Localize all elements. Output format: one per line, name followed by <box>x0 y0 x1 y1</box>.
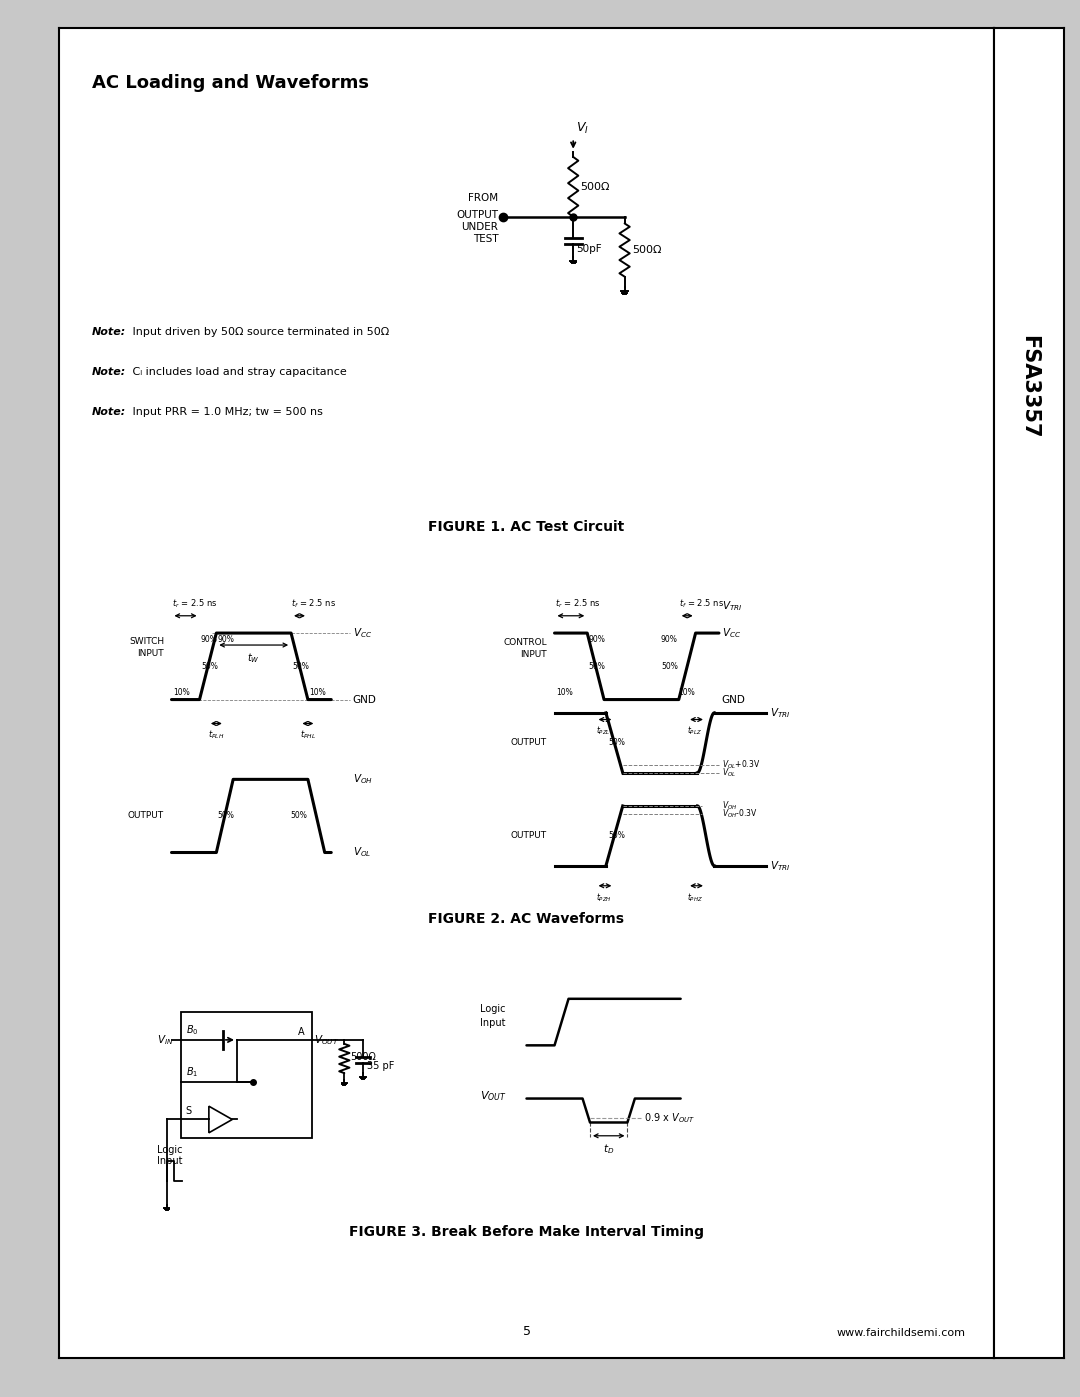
Text: GND: GND <box>353 694 377 704</box>
Text: 0.9 x $V_{OUT}$: 0.9 x $V_{OUT}$ <box>644 1112 696 1126</box>
Text: 90%: 90% <box>201 636 218 644</box>
Text: Note:: Note: <box>92 407 126 416</box>
Text: 50%: 50% <box>589 662 606 671</box>
Text: OUTPUT: OUTPUT <box>457 211 499 221</box>
Text: $t_D$: $t_D$ <box>603 1143 615 1157</box>
Text: OUTPUT: OUTPUT <box>511 738 548 747</box>
Text: $t_{PLZ}$: $t_{PLZ}$ <box>687 725 702 738</box>
Text: FIGURE 3. Break Before Make Interval Timing: FIGURE 3. Break Before Make Interval Tim… <box>349 1225 704 1239</box>
Text: $V_{IN}$: $V_{IN}$ <box>158 1032 174 1046</box>
Text: 90%: 90% <box>589 636 606 644</box>
Text: 50pF: 50pF <box>576 243 602 254</box>
Text: $V_{OH}$: $V_{OH}$ <box>353 773 373 787</box>
Text: FROM: FROM <box>469 194 499 204</box>
Text: $V_{CC}$: $V_{CC}$ <box>353 626 372 640</box>
Text: $t_{PZL}$: $t_{PZL}$ <box>596 725 610 738</box>
Text: $V_{OUT}$: $V_{OUT}$ <box>314 1032 339 1046</box>
Text: 10%: 10% <box>309 689 326 697</box>
Text: 500Ω: 500Ω <box>350 1052 376 1062</box>
Text: OUTPUT: OUTPUT <box>127 812 164 820</box>
Text: $V_{OL}$: $V_{OL}$ <box>353 845 372 859</box>
Text: $t_r$ = 2.5 ns: $t_r$ = 2.5 ns <box>172 598 217 610</box>
Text: 90%: 90% <box>218 636 234 644</box>
Text: $t_{PZH}$: $t_{PZH}$ <box>596 891 611 904</box>
Text: FSA3357: FSA3357 <box>1018 335 1039 439</box>
Text: FIGURE 2. AC Waveforms: FIGURE 2. AC Waveforms <box>429 912 624 926</box>
Text: INPUT: INPUT <box>137 648 164 658</box>
Text: 50%: 50% <box>201 662 218 671</box>
Text: 50%: 50% <box>609 831 625 841</box>
Text: 10%: 10% <box>678 689 694 697</box>
Text: $B_0$: $B_0$ <box>186 1023 198 1037</box>
Text: $V_{TRI}$: $V_{TRI}$ <box>721 599 742 613</box>
Text: FIGURE 1. AC Test Circuit: FIGURE 1. AC Test Circuit <box>429 520 624 534</box>
Text: Cₗ includes load and stray capacitance: Cₗ includes load and stray capacitance <box>130 367 347 377</box>
Text: INPUT: INPUT <box>521 650 548 659</box>
Text: Input: Input <box>158 1155 183 1165</box>
Text: Input PRR = 1.0 MHz; tᴡ = 500 ns: Input PRR = 1.0 MHz; tᴡ = 500 ns <box>130 407 323 416</box>
Text: 50%: 50% <box>609 738 625 747</box>
Text: GND: GND <box>721 694 745 704</box>
Text: $V_{OH}$: $V_{OH}$ <box>721 799 737 812</box>
Text: $t_{PLH}$: $t_{PLH}$ <box>208 729 225 742</box>
Text: 500Ω: 500Ω <box>632 244 662 256</box>
Text: 5: 5 <box>523 1324 530 1338</box>
Text: 10%: 10% <box>173 689 190 697</box>
Text: A: A <box>298 1027 305 1037</box>
Text: 50%: 50% <box>218 812 234 820</box>
Text: AC Loading and Waveforms: AC Loading and Waveforms <box>92 74 369 92</box>
Text: $t_r$ = 2.5 ns: $t_r$ = 2.5 ns <box>554 598 600 610</box>
Text: $t_{PHZ}$: $t_{PHZ}$ <box>687 891 703 904</box>
Text: $V_{CC}$: $V_{CC}$ <box>721 626 741 640</box>
Text: 10%: 10% <box>556 689 572 697</box>
Text: $V_{TRI}$: $V_{TRI}$ <box>770 705 791 719</box>
Text: $t_W$: $t_W$ <box>247 651 260 665</box>
Text: $V_{OH}$-0.3V: $V_{OH}$-0.3V <box>721 807 757 820</box>
Text: Logic: Logic <box>480 1004 505 1014</box>
Text: $V_I$: $V_I$ <box>576 122 589 137</box>
Text: 50%: 50% <box>291 812 307 820</box>
Text: Note:: Note: <box>92 327 126 337</box>
Text: $B_1$: $B_1$ <box>186 1065 198 1078</box>
Text: $t_f$ = 2.5 ns: $t_f$ = 2.5 ns <box>292 598 336 610</box>
Text: TEST: TEST <box>473 235 499 244</box>
Text: $V_{OL}$: $V_{OL}$ <box>721 767 735 780</box>
Text: CONTROL: CONTROL <box>503 638 548 647</box>
Text: OUTPUT: OUTPUT <box>511 831 548 841</box>
Text: $V_{OL}$+0.3V: $V_{OL}$+0.3V <box>721 759 760 771</box>
Text: SWITCH: SWITCH <box>129 637 164 645</box>
Text: www.fairchildsemi.com: www.fairchildsemi.com <box>837 1329 966 1338</box>
Text: $t_f$ = 2.5 ns: $t_f$ = 2.5 ns <box>678 598 724 610</box>
Text: S: S <box>186 1106 191 1116</box>
FancyBboxPatch shape <box>180 1011 312 1139</box>
Text: $V_{TRI}$: $V_{TRI}$ <box>770 859 791 873</box>
Text: 50%: 50% <box>661 662 678 671</box>
Text: 50%: 50% <box>293 662 309 671</box>
Text: Input: Input <box>480 1018 505 1028</box>
Text: 90%: 90% <box>661 636 678 644</box>
Text: Note:: Note: <box>92 367 126 377</box>
Text: 500Ω: 500Ω <box>581 182 610 191</box>
Text: $t_{PHL}$: $t_{PHL}$ <box>300 729 316 742</box>
Text: UNDER: UNDER <box>461 222 499 232</box>
Text: Logic: Logic <box>158 1146 183 1155</box>
Text: 35 pF: 35 pF <box>367 1062 394 1071</box>
Text: $V_{OUT}$: $V_{OUT}$ <box>480 1090 507 1102</box>
Text: Input driven by 50Ω source terminated in 50Ω: Input driven by 50Ω source terminated in… <box>130 327 390 337</box>
